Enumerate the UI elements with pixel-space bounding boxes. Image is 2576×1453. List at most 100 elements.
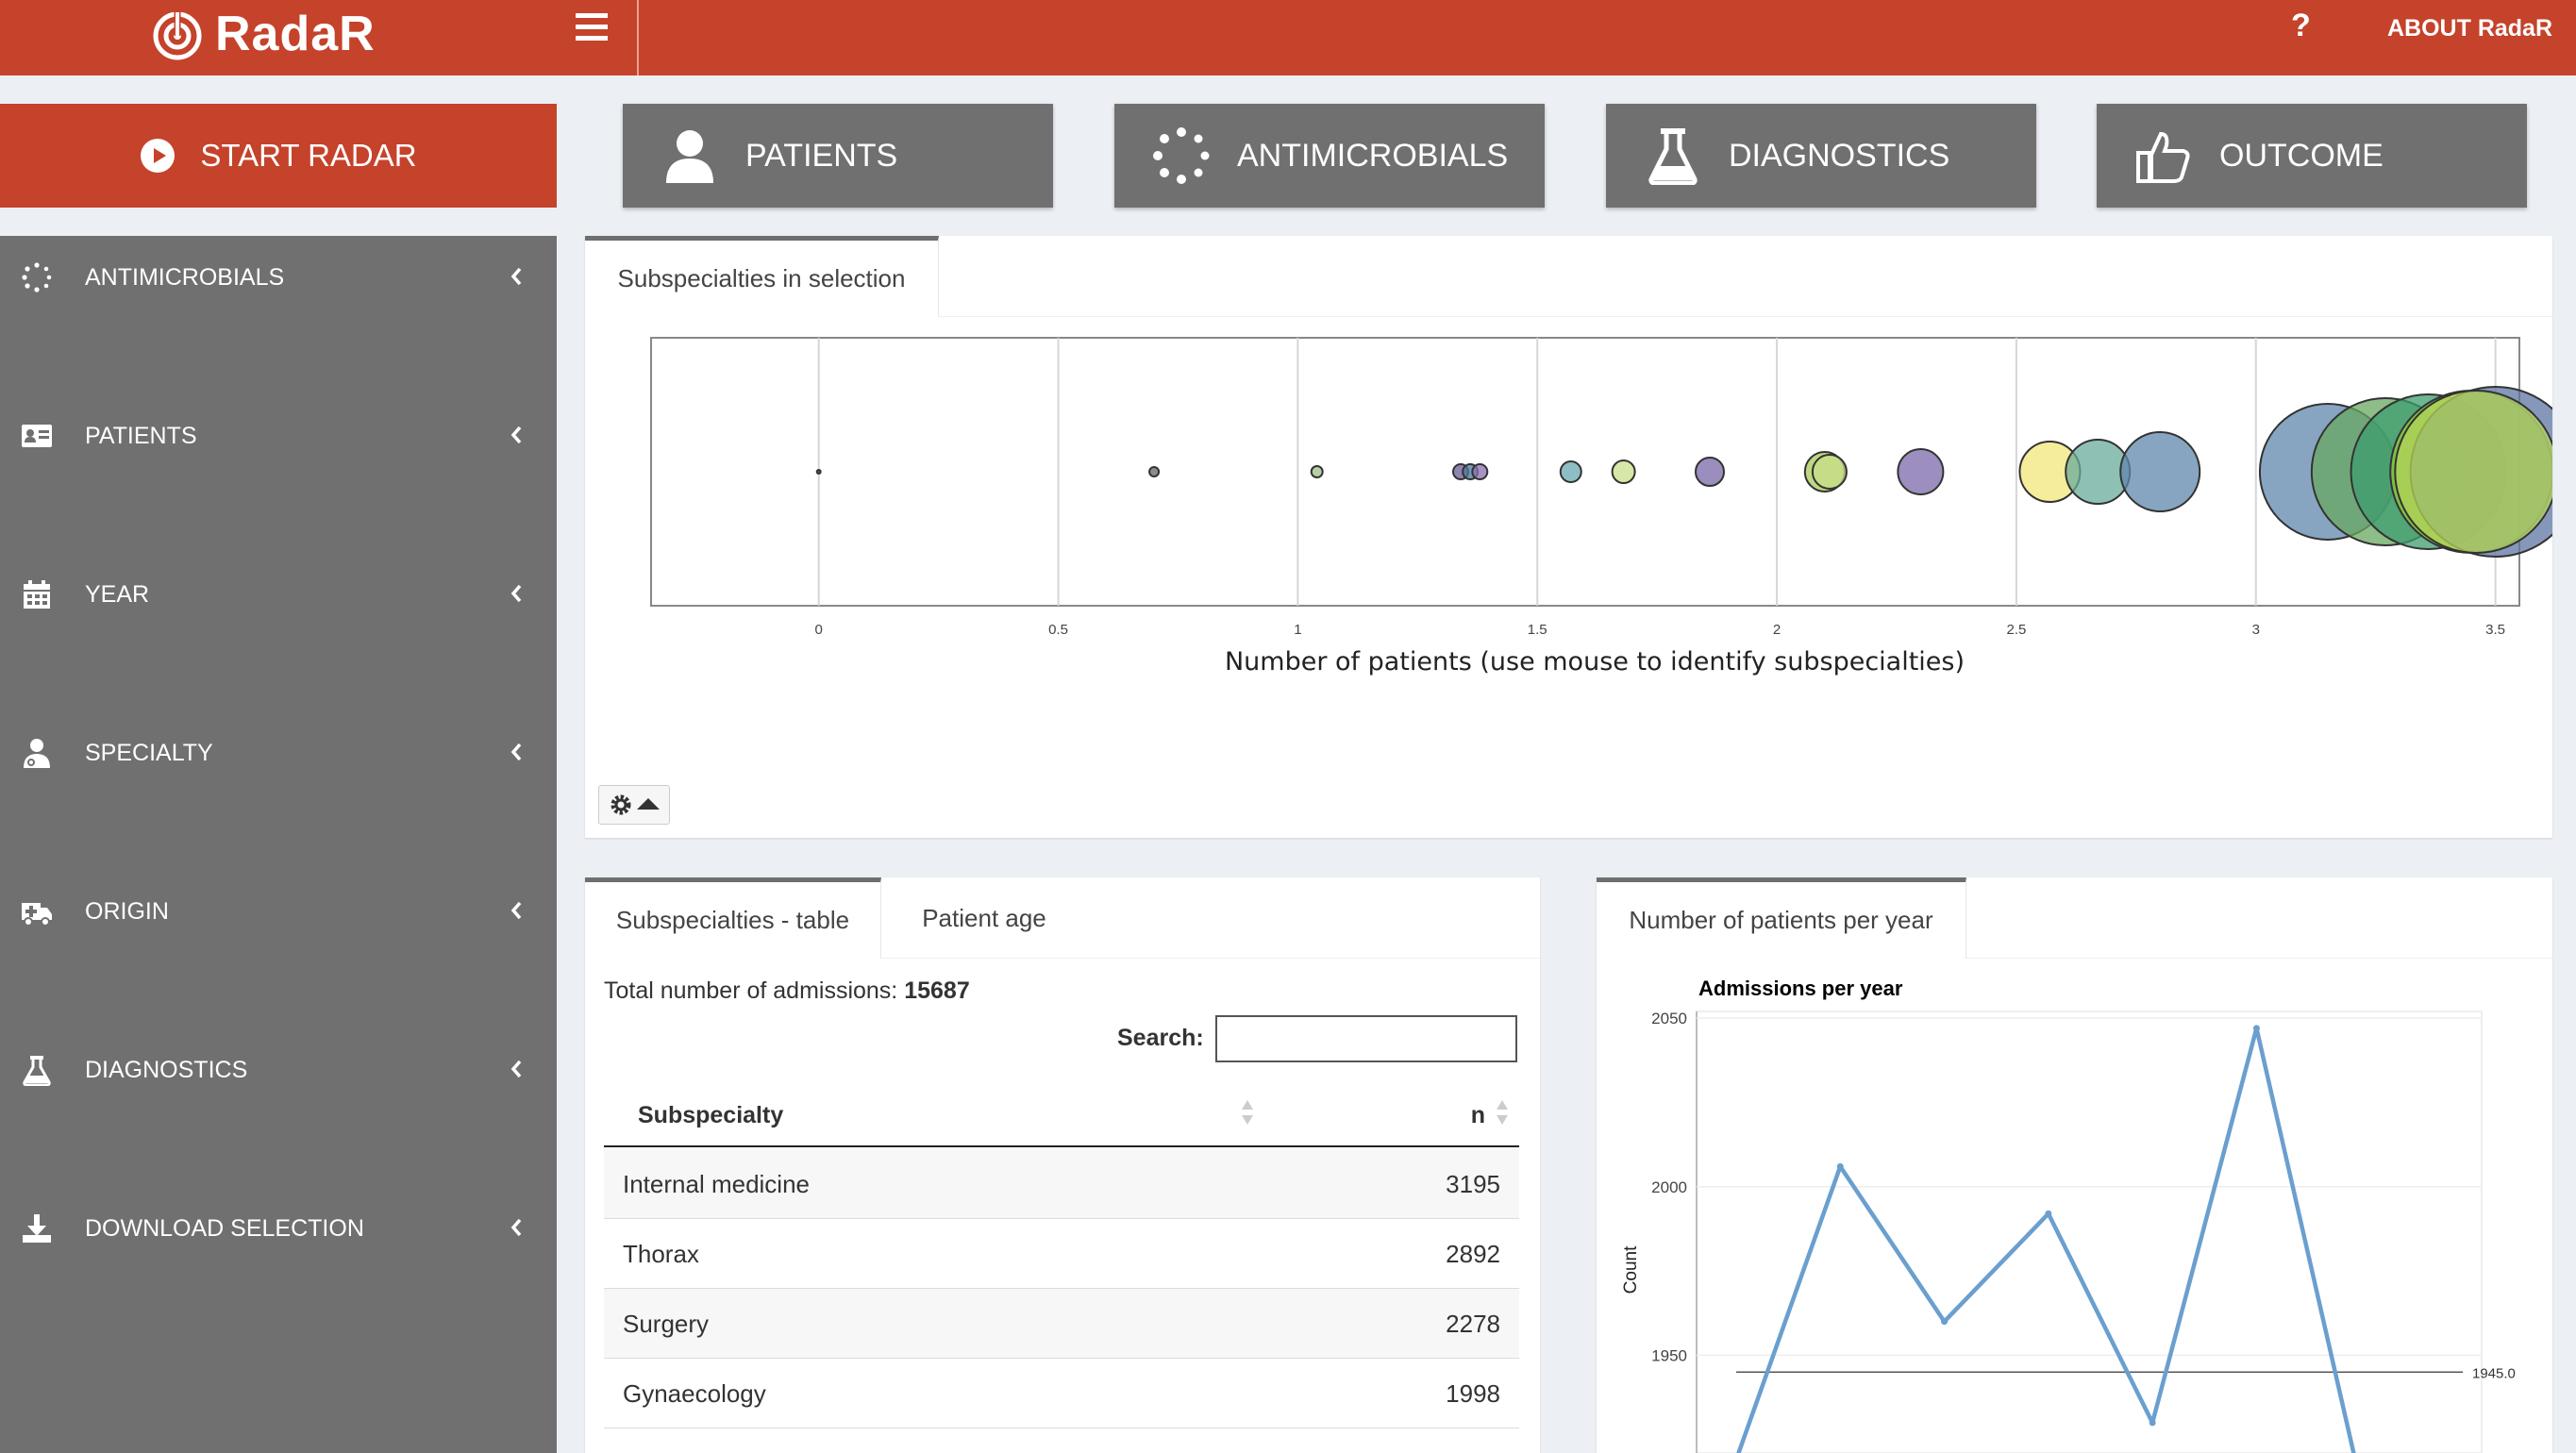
count-cell: 3195 [1446, 1170, 1500, 1198]
sidebar-item-origin[interactable]: ORIGIN [0, 883, 557, 940]
bubble-point[interactable] [1148, 466, 1161, 477]
sidebar-item-patients[interactable]: PATIENTS [0, 408, 557, 464]
sidebar-item-diagnostics[interactable]: DIAGNOSTICS [0, 1042, 557, 1098]
navbar-divider [637, 0, 639, 75]
play-circle-icon [141, 139, 176, 173]
chevron-left-icon [510, 267, 522, 286]
table-row[interactable]: Surgery 2278 [604, 1289, 1519, 1359]
y-tick-label: 2050 [1651, 1010, 1687, 1027]
outcome-button[interactable]: OUTCOME [2097, 104, 2527, 208]
app-name: RadaR [215, 7, 376, 61]
y-tick-label: 2000 [1651, 1178, 1687, 1196]
patients-per-year-box: Number of patients per year Admissions p… [1597, 877, 2552, 1453]
top-navbar: RadaR ? ABOUT RadaR [0, 0, 2576, 75]
data-point[interactable] [2149, 1419, 2156, 1427]
bubble-point[interactable] [1310, 465, 1324, 478]
sidebar-item-download-selection[interactable]: DOWNLOAD SELECTION [0, 1200, 557, 1257]
column-header-n[interactable]: n [1470, 1102, 1485, 1128]
subspecialties-tabs: Subspecialties in selection [585, 236, 2552, 317]
plot-area [650, 337, 2520, 607]
chevron-left-icon [510, 426, 522, 444]
download-icon [23, 1214, 51, 1243]
sidebar-item-label: SPECIALTY [85, 739, 213, 766]
y-tick-label: 1950 [1651, 1346, 1687, 1364]
x-tick-label: 0.5 [1048, 622, 1068, 638]
app-logo[interactable]: RadaR [151, 0, 376, 68]
data-point[interactable] [2252, 1025, 2260, 1032]
chart-settings-button[interactable] [598, 785, 670, 825]
data-point[interactable] [2045, 1210, 2052, 1217]
total-admissions-label: Total number of admissions: [604, 977, 898, 1004]
x-tick-label: 2.5 [2006, 622, 2026, 638]
patients-button[interactable]: PATIENTS [623, 104, 1053, 208]
about-link[interactable]: ABOUT RadaR [2387, 15, 2553, 42]
chevron-left-icon [510, 584, 522, 603]
ambulance-icon [22, 903, 52, 927]
chevron-left-icon [510, 1060, 522, 1078]
bubble-point[interactable] [2394, 390, 2552, 554]
spinner-icon [22, 262, 52, 292]
outcome-button-label: OUTCOME [2219, 137, 2384, 174]
data-point[interactable] [1941, 1318, 1949, 1326]
x-tick-label: 0 [815, 622, 823, 638]
tab-patients-per-year[interactable]: Number of patients per year [1597, 877, 1966, 959]
sidebar-item-label: DOWNLOAD SELECTION [85, 1214, 364, 1242]
flask-icon [23, 1056, 51, 1086]
bubble-point[interactable] [1611, 459, 1636, 484]
sort-icon[interactable] [1495, 1096, 1510, 1128]
search-input[interactable] [1215, 1015, 1517, 1062]
gear-icon [611, 794, 660, 815]
chevron-left-icon [510, 901, 522, 920]
table-row[interactable]: Gynaecology 1998 [604, 1359, 1519, 1428]
user-icon [666, 130, 713, 183]
bubble-point[interactable] [1695, 457, 1725, 487]
x-tick-label: 3.5 [2485, 622, 2505, 638]
count-cell: 2278 [1446, 1310, 1500, 1338]
tab-subspecialties-in-selection[interactable]: Subspecialties in selection [585, 236, 939, 317]
radar-logo-icon [153, 10, 202, 60]
bubble-point[interactable] [2119, 431, 2201, 512]
table-row[interactable]: Internal medicine 3195 [604, 1149, 1519, 1219]
subspecialties-table-box: Subspecialties - table Patient age Total… [585, 877, 1540, 1453]
chevron-left-icon [510, 1218, 522, 1237]
bubble-point[interactable] [1811, 454, 1848, 490]
sidebar-item-specialty[interactable]: SPECIALTY [0, 725, 557, 781]
tab-subspecialties-table[interactable]: Subspecialties - table [585, 877, 881, 959]
sidebar-item-year[interactable]: YEAR [0, 566, 557, 623]
x-tick-label: 3 [2252, 622, 2260, 638]
tab-patient-age[interactable]: Patient age [922, 903, 1046, 932]
data-point[interactable] [1836, 1162, 1844, 1170]
subspecialty-cell: Surgery [623, 1310, 710, 1338]
subspecialty-cell: Thorax [623, 1240, 699, 1268]
sidebar-item-label: DIAGNOSTICS [85, 1056, 248, 1083]
thumbs-up-icon [2136, 131, 2190, 183]
reference-line-label: 1945.0 [2472, 1365, 2516, 1381]
antimicrobials-button[interactable]: ANTIMICROBIALS [1114, 104, 1545, 208]
flask-icon [1648, 128, 1698, 185]
sidebar-item-antimicrobials[interactable]: ANTIMICROBIALS [0, 249, 557, 306]
bubbles [815, 386, 2552, 558]
menu-toggle-icon[interactable] [576, 13, 608, 45]
bubble-point[interactable] [1559, 460, 1582, 483]
bubble-point[interactable] [1897, 448, 1945, 495]
x-axis-label: Number of patients (use mouse to identif… [1225, 647, 1965, 676]
admissions-line-chart[interactable]: Admissions per year 1950 2000 2050 Count 1945… [1597, 972, 2552, 1453]
count-cell: 2892 [1446, 1240, 1500, 1268]
column-header-subspecialty[interactable]: Subspecialty [638, 1102, 784, 1128]
table-row[interactable]: Thorax 2892 [604, 1219, 1519, 1289]
user-md-icon [24, 739, 50, 768]
sidebar-item-label: PATIENTS [85, 422, 197, 449]
subspecialty-cell: Gynaecology [623, 1379, 766, 1408]
subspecialties-box: Subspecialties in selection 0 0.5 1 1.5 2 2.5… [585, 236, 2552, 838]
series-line[interactable] [1736, 1026, 2465, 1453]
bubble-point[interactable] [1471, 463, 1489, 480]
help-icon[interactable]: ? [2291, 8, 2311, 43]
subspecialty-cell: Internal medicine [623, 1170, 810, 1198]
id-card-icon [22, 425, 52, 447]
bubble-point[interactable] [815, 469, 822, 475]
start-radar-button[interactable]: START RADAR [0, 104, 557, 208]
total-admissions-value: 15687 [904, 977, 970, 1004]
diagnostics-button[interactable]: DIAGNOSTICS [1606, 104, 2036, 208]
sort-icon[interactable] [1240, 1096, 1255, 1128]
bubble-chart[interactable]: 0 0.5 1 1.5 2 2.5 3 3.5 Number of patients (use … [585, 317, 2552, 770]
